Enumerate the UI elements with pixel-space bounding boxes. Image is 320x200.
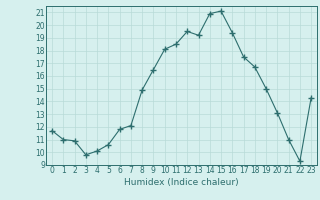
- X-axis label: Humidex (Indice chaleur): Humidex (Indice chaleur): [124, 178, 239, 187]
